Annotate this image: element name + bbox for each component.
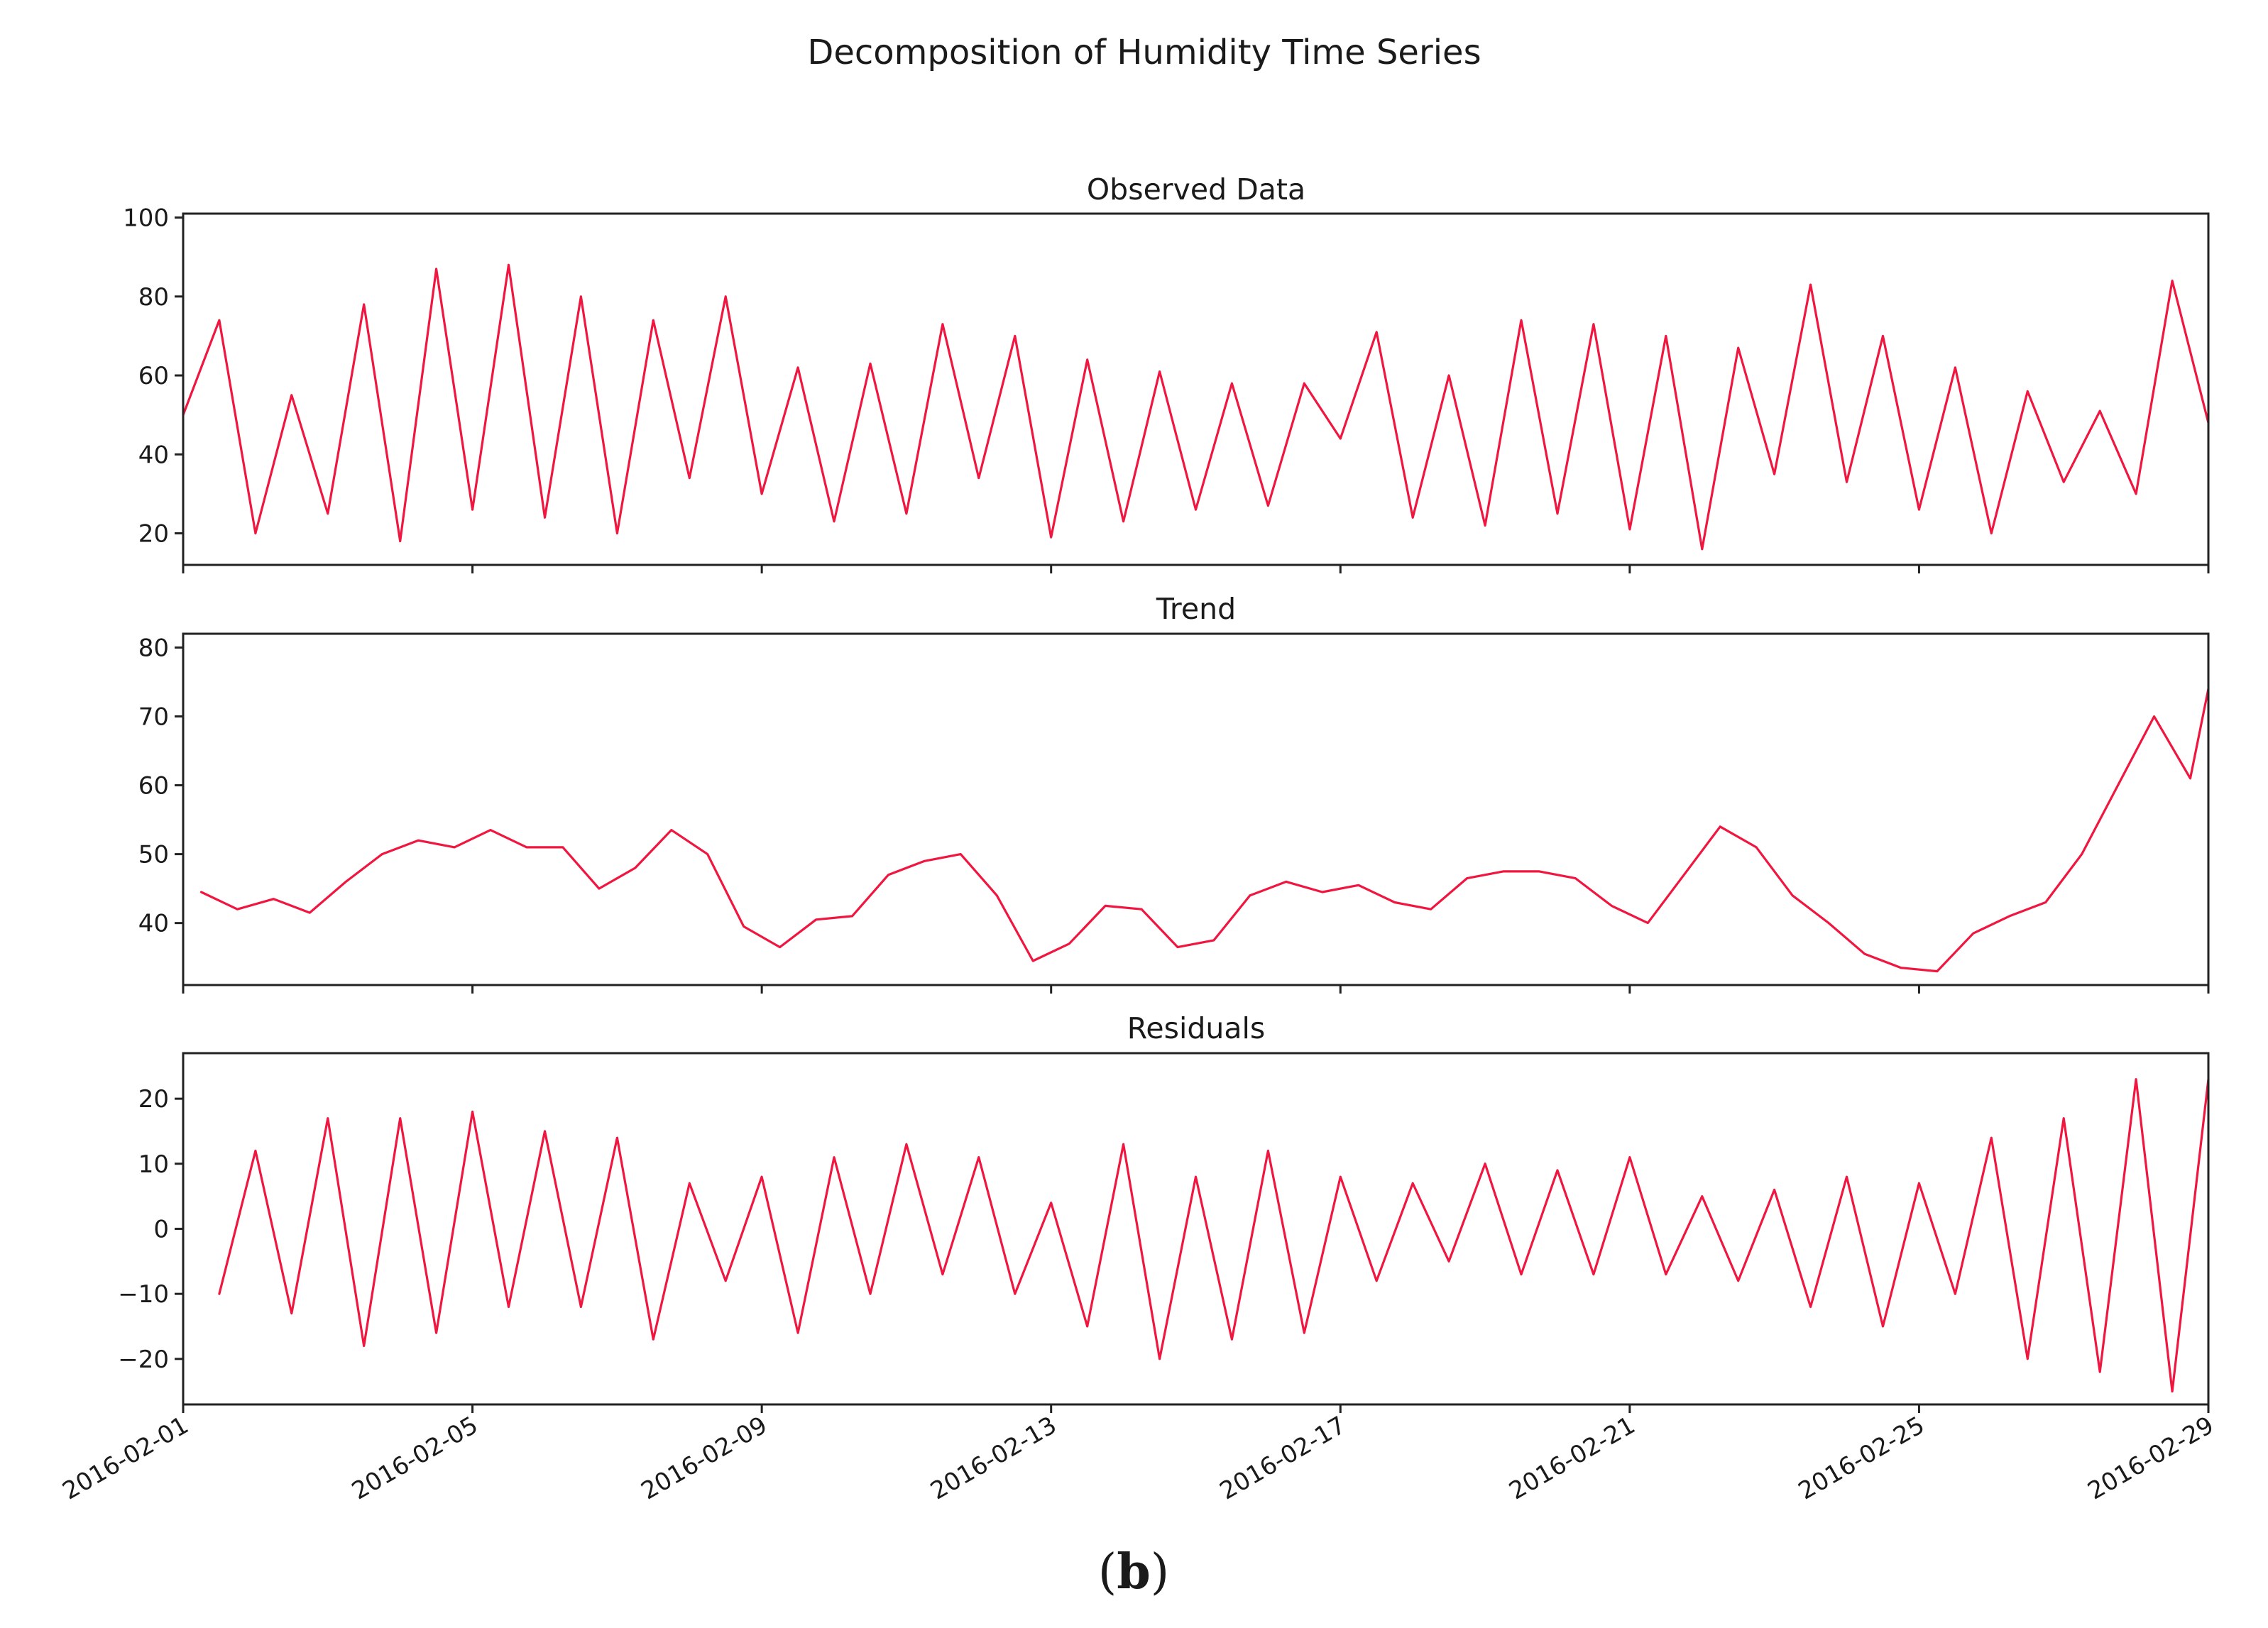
trend-y-tick-label: 60 bbox=[138, 772, 169, 801]
trend-plot-frame bbox=[182, 632, 2210, 986]
observed-y-tick-label: 80 bbox=[138, 283, 169, 312]
figure-caption: (b) bbox=[1098, 1544, 1170, 1600]
observed-y-tick-label: 100 bbox=[123, 204, 169, 233]
residuals-y-tick-label: 20 bbox=[138, 1085, 169, 1113]
observed-y-axis: 20 40 60 80 100 bbox=[123, 204, 183, 549]
residuals-x-ticks bbox=[182, 1404, 2210, 1413]
residuals-y-axis: −20 −10 0 10 20 bbox=[118, 1085, 183, 1374]
residuals-y-tick-label: 0 bbox=[153, 1216, 169, 1244]
residuals-plot-frame bbox=[182, 1052, 2210, 1406]
x-tick-label: 2016-02-21 bbox=[1504, 1411, 1640, 1505]
observed-y-tick-label: 20 bbox=[138, 520, 169, 549]
residuals-y-tick-label: 10 bbox=[138, 1150, 169, 1179]
trend-y-tick-label: 70 bbox=[138, 703, 169, 731]
x-tick-label: 2016-02-17 bbox=[1215, 1411, 1351, 1505]
trend-y-axis: 40 50 60 70 80 bbox=[138, 634, 183, 938]
figure-title: Decomposition of Humidity Time Series bbox=[807, 33, 1481, 72]
trend-x-ticks bbox=[182, 985, 2210, 994]
trend-y-tick-label: 80 bbox=[138, 634, 169, 662]
x-tick-label: 2016-02-29 bbox=[2083, 1411, 2218, 1505]
trend-y-tick-label: 50 bbox=[138, 841, 169, 869]
observed-plot-frame bbox=[182, 212, 2210, 566]
x-axis-date-labels: 2016-02-01 2016-02-05 2016-02-09 2016-02-13… bbox=[57, 1411, 2218, 1505]
trend-panel-title: Trend bbox=[1156, 592, 1236, 626]
observed-y-tick-label: 40 bbox=[138, 441, 169, 469]
x-tick-label: 2016-02-25 bbox=[1794, 1411, 1929, 1505]
trend-y-tick-label: 40 bbox=[138, 910, 169, 938]
x-tick-label: 2016-02-01 bbox=[57, 1411, 193, 1505]
trend-panel: Trend 40 50 60 70 80 bbox=[138, 592, 2210, 994]
observed-series-line bbox=[182, 263, 2210, 551]
observed-panel-title: Observed Data bbox=[1087, 172, 1305, 207]
observed-y-tick-label: 60 bbox=[138, 362, 169, 390]
x-tick-label: 2016-02-09 bbox=[637, 1411, 772, 1505]
observed-panel: Observed Data 20 40 60 80 100 bbox=[123, 172, 2210, 573]
x-tick-label: 2016-02-13 bbox=[926, 1411, 1061, 1505]
residuals-series-line bbox=[218, 1078, 2210, 1393]
trend-series-line bbox=[199, 687, 2210, 973]
residuals-panel-title: Residuals bbox=[1127, 1011, 1266, 1045]
residuals-y-tick-label: −10 bbox=[118, 1280, 169, 1309]
x-tick-label: 2016-02-05 bbox=[347, 1411, 483, 1505]
residuals-y-tick-label: −20 bbox=[118, 1346, 169, 1374]
observed-x-ticks bbox=[182, 565, 2210, 573]
